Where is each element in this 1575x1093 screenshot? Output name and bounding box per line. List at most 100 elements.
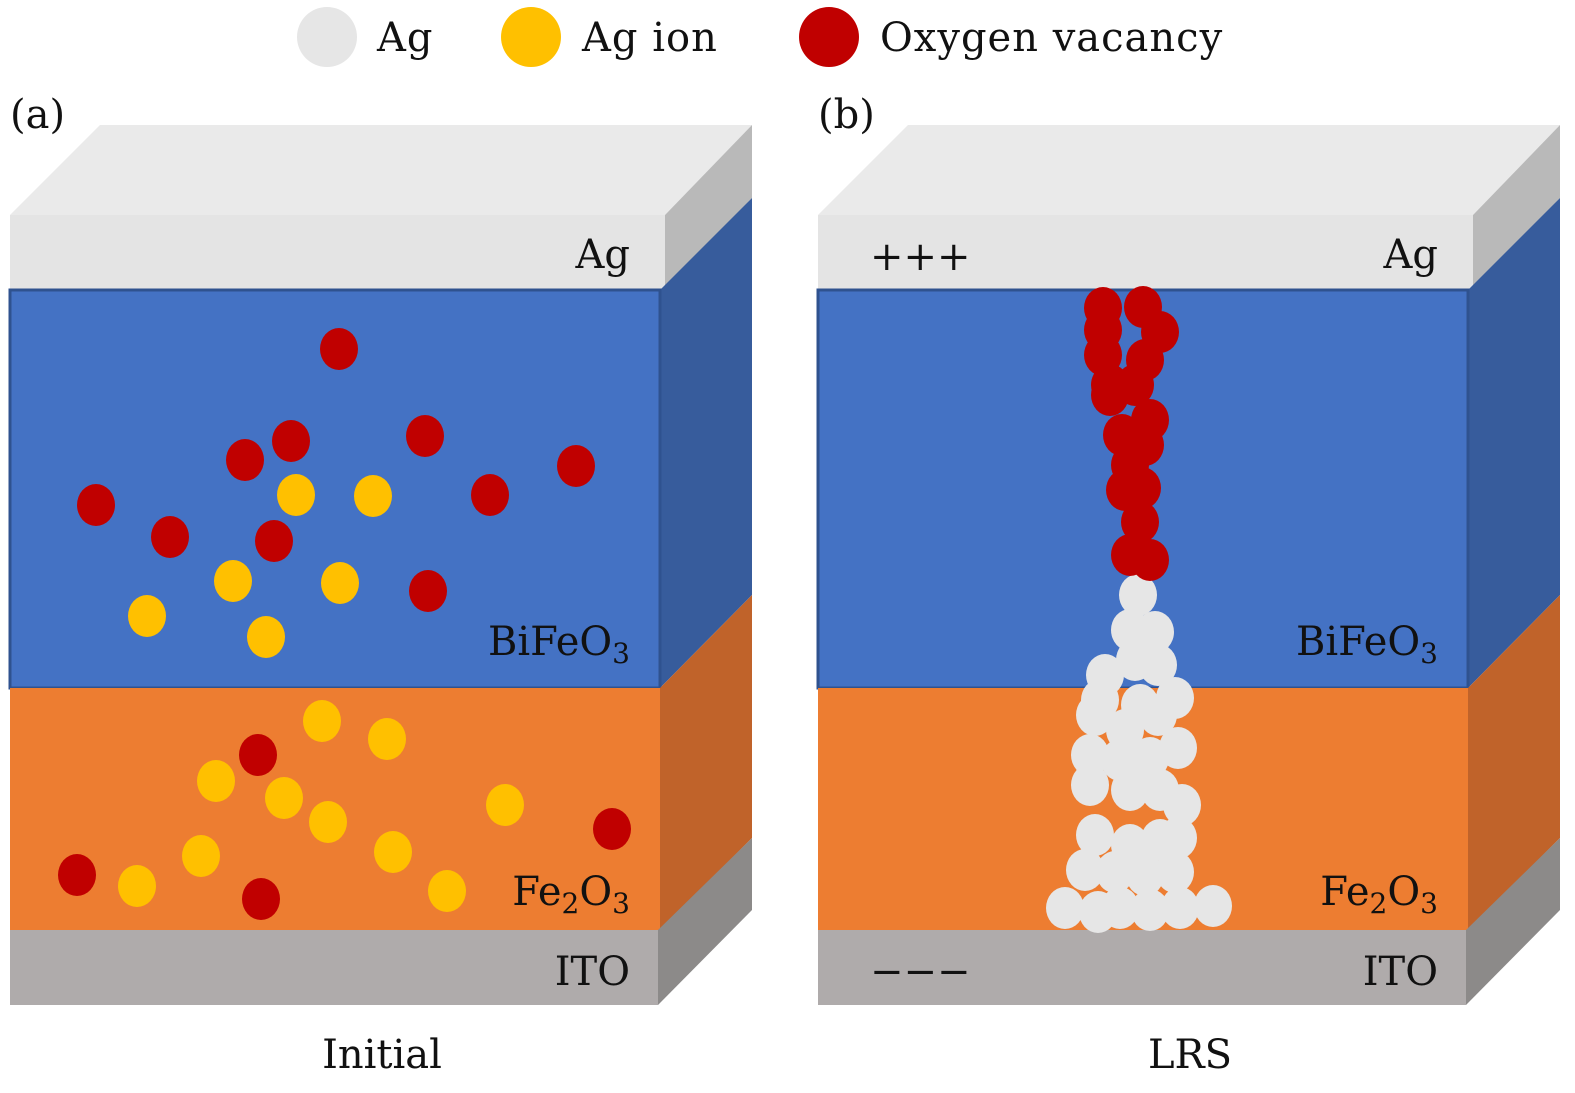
oxygen-vacancy: [320, 328, 358, 370]
ag-atom: [1111, 769, 1149, 811]
ag-atom: [1076, 814, 1114, 856]
fe2o3-subscript-3: 3: [1420, 887, 1438, 920]
ag-ion: [197, 760, 235, 802]
oxygen-vacancy: [1131, 539, 1169, 581]
legend-ag-ion-label: Ag ion: [581, 15, 718, 61]
ag-atom: [1119, 574, 1157, 616]
oxygen-vacancy: [593, 808, 631, 850]
ito-layer-front: [10, 930, 658, 1005]
ag-ion: [486, 784, 524, 826]
ag-atom: [1194, 885, 1232, 927]
panel-caption: LRS: [1148, 1032, 1232, 1078]
fe2o3-layer-label: Fe2O3: [1320, 869, 1438, 920]
ag-layer-label: Ag: [1383, 232, 1439, 278]
ag-layer-side-face: [1473, 125, 1560, 290]
ag-atom: [1139, 644, 1177, 686]
legend-ag-ion-swatch: [501, 7, 561, 67]
fe2o3-text-o: O: [579, 869, 612, 915]
oxygen-vacancy: [151, 516, 189, 558]
oxygen-vacancy: [1091, 374, 1129, 416]
ag-ion: [247, 616, 285, 658]
bifeo3-layer-label: BiFeO3: [1296, 619, 1438, 670]
ag-ion: [374, 831, 412, 873]
fe2o3-layer-side-face: [1468, 595, 1560, 930]
legend: Ag Ag ion Oxygen vacancy: [297, 7, 1223, 67]
ag-atom: [1126, 854, 1164, 896]
ag-ion: [118, 865, 156, 907]
ag-atom: [1071, 764, 1109, 806]
fe2o3-layer-side-face: [660, 595, 752, 930]
negative-polarity-label: −−−: [870, 949, 971, 995]
oxygen-vacancy: [255, 520, 293, 562]
ito-layer-label: ITO: [555, 949, 630, 995]
bifeo3-subscript: 3: [1420, 637, 1438, 670]
ito-layer-front: [818, 930, 1466, 1005]
fe2o3-subscript-2: 2: [562, 887, 580, 920]
ag-ion: [214, 560, 252, 602]
ag-atom: [1076, 694, 1114, 736]
bifeo3-layer-label: BiFeO3: [488, 619, 630, 670]
fe2o3-subscript-2: 2: [1370, 887, 1388, 920]
bifeo3-text: BiFeO: [1296, 619, 1420, 665]
panel-tag: (b): [818, 92, 875, 138]
ag-ion: [428, 870, 466, 912]
positive-polarity-label: +++: [870, 234, 971, 280]
oxygen-vacancy: [58, 854, 96, 896]
panel-tag: (a): [10, 92, 65, 138]
fe2o3-subscript-3: 3: [612, 887, 630, 920]
ag-layer-front: [10, 215, 665, 290]
fe2o3-text-fe: Fe: [1320, 869, 1369, 915]
oxygen-vacancy: [242, 878, 280, 920]
ag-ion: [277, 474, 315, 516]
ag-ion: [368, 718, 406, 760]
oxygen-vacancy: [1121, 501, 1159, 543]
ag-layer-top-face: [818, 125, 1560, 215]
ag-ion: [265, 777, 303, 819]
legend-ag-label: Ag: [376, 15, 434, 61]
ag-atom: [1163, 784, 1201, 826]
oxygen-vacancy: [557, 445, 595, 487]
oxygen-vacancy: [77, 484, 115, 526]
ag-ion: [182, 835, 220, 877]
oxygen-vacancy: [239, 734, 277, 776]
ag-atom: [1096, 851, 1134, 893]
ag-layer-top-face: [10, 125, 752, 215]
ito-layer-label: ITO: [1363, 949, 1438, 995]
bifeo3-subscript: 3: [612, 637, 630, 670]
ag-atom: [1101, 887, 1139, 929]
bifeo3-text: BiFeO: [488, 619, 612, 665]
ag-ion: [303, 700, 341, 742]
bifeo3-layer-side-face: [660, 198, 752, 688]
ag-atom: [1161, 887, 1199, 929]
ag-ion: [309, 801, 347, 843]
legend-ag-swatch: [297, 7, 357, 67]
ag-ion: [128, 595, 166, 637]
oxygen-vacancy: [272, 420, 310, 462]
fe2o3-layer-label: Fe2O3: [512, 869, 630, 920]
ag-layer-label: Ag: [575, 232, 631, 278]
legend-oxygen-vacancy-label: Oxygen vacancy: [880, 15, 1223, 61]
bifeo3-layer-side-face: [1468, 198, 1560, 688]
ag-atom: [1159, 817, 1197, 859]
fe2o3-text-fe: Fe: [512, 869, 561, 915]
oxygen-vacancy: [1106, 469, 1144, 511]
panel-caption: Initial: [322, 1032, 442, 1078]
ag-layer-side-face: [665, 125, 752, 290]
legend-oxygen-vacancy-swatch: [799, 7, 859, 67]
ag-atom: [1159, 727, 1197, 769]
ag-atom: [1071, 734, 1109, 776]
ag-ion: [321, 562, 359, 604]
fe2o3-text-o: O: [1387, 869, 1420, 915]
ito-layer-side-face: [658, 838, 752, 1005]
oxygen-vacancy: [409, 570, 447, 612]
ag-atom: [1131, 889, 1169, 931]
ag-atom: [1156, 851, 1194, 893]
oxygen-vacancy: [406, 415, 444, 457]
oxygen-vacancy: [471, 474, 509, 516]
ag-atom: [1066, 849, 1104, 891]
ag-atom: [1046, 887, 1084, 929]
ag-ion: [354, 475, 392, 517]
